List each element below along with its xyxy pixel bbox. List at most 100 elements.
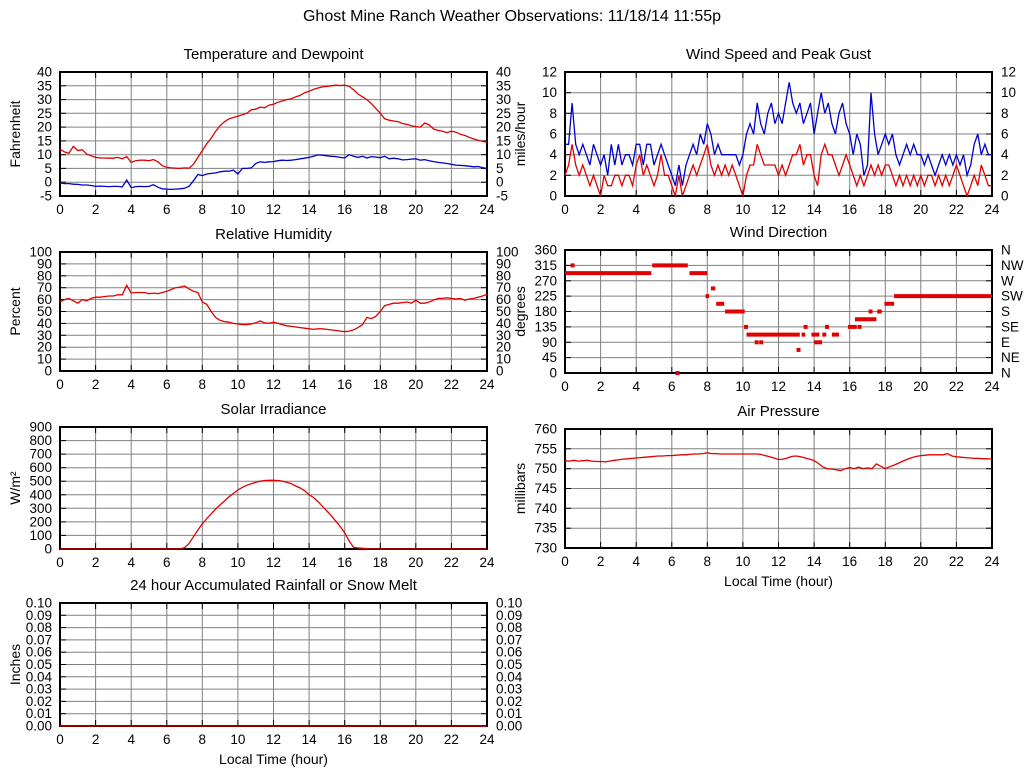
- y-tick-label: 0.05: [26, 657, 52, 672]
- chart-title: 24 hour Accumulated Rainfall or Snow Mel…: [130, 577, 418, 594]
- x-axis-labels: 0 2 4 6 8 10 12 14 16 18 20 22 24: [56, 732, 495, 747]
- plot-frame: [564, 71, 993, 197]
- y-tick-label: 50: [496, 304, 511, 319]
- y-tick-label: 40: [496, 65, 511, 80]
- y-tick-label: 10: [37, 147, 52, 162]
- x-tick-label: 16: [842, 554, 857, 569]
- x-tick-label: 12: [266, 555, 281, 570]
- x-axis-labels: 0 2 4 6 8 10 12 14 16 18 20 22 24: [561, 379, 1000, 394]
- y-tick-label: 900: [29, 420, 52, 435]
- y-tick-label: 70: [37, 280, 52, 295]
- y-tick-label: 0: [549, 366, 557, 381]
- gridlines: [565, 429, 992, 548]
- y-tick-label: 135: [534, 319, 557, 334]
- x-tick-label: 2: [597, 379, 605, 394]
- data-point: [570, 263, 575, 268]
- x-tick-label: 22: [444, 732, 459, 747]
- x-tick-label: 12: [266, 732, 281, 747]
- y-tick-label: 745: [534, 481, 557, 496]
- y-tick-label: 0.05: [496, 657, 522, 672]
- data-point: [744, 324, 748, 329]
- y-tick-label: 90: [542, 335, 557, 350]
- x-tick-label: 14: [302, 377, 318, 392]
- x-tick-label: 0: [561, 554, 569, 569]
- x-tick-label: 22: [949, 554, 964, 569]
- y-tick-label: 760: [534, 422, 557, 437]
- chart-title: Wind Speed and Peak Gust: [686, 46, 872, 63]
- y-tick-label: 100: [496, 245, 519, 260]
- y-tick-label: 25: [37, 106, 52, 121]
- x-tick-label: 18: [373, 202, 388, 217]
- x-tick-label: 16: [337, 377, 352, 392]
- series-wind-speed: [564, 142, 992, 198]
- y-axis-labels-left: 730 735 740 745 750 755 760: [534, 422, 557, 556]
- y-tick-label: 270: [534, 273, 557, 288]
- x-tick-label: 16: [337, 202, 352, 217]
- chart-title: Relative Humidity: [215, 226, 332, 243]
- y-tick-label: 0.06: [496, 645, 522, 660]
- y-axis-labels-right: 12 10 8 6 4 2 0: [1001, 65, 1016, 204]
- series-air-pressure: [564, 452, 993, 472]
- x-tick-label: 14: [807, 202, 823, 217]
- y-tick-label: 50: [37, 304, 52, 319]
- y-axis-title: degrees: [512, 286, 528, 337]
- y-axis-title: W/m²: [7, 471, 23, 505]
- compass-label: NE: [1001, 350, 1020, 365]
- x-tick-label: 6: [668, 379, 676, 394]
- y-tick-label: 0.07: [496, 632, 522, 647]
- y-tick-label: 20: [496, 120, 511, 135]
- y-tick-label: 60: [37, 292, 52, 307]
- y-tick-label: 10: [496, 352, 511, 367]
- y-tick-label: 6: [1001, 127, 1009, 142]
- y-tick-label: 90: [496, 256, 511, 271]
- x-tick-label: 8: [704, 379, 712, 394]
- x-tick-label: 4: [127, 555, 135, 570]
- y-tick-label: 30: [37, 328, 52, 343]
- chart-svg-rainfall: 0.000.010.020.030.040.050.060.070.080.09…: [7, 577, 523, 767]
- y-tick-label: 300: [29, 501, 52, 516]
- chart-title: Temperature and Dewpoint: [183, 46, 364, 63]
- x-tick-label: 8: [199, 377, 207, 392]
- data-point: [868, 309, 873, 314]
- x-tick-label: 18: [878, 554, 893, 569]
- y-tick-label: 0.00: [496, 719, 522, 734]
- data-point: [754, 340, 759, 345]
- y-tick-label: 70: [496, 280, 511, 295]
- x-tick-label: 24: [984, 202, 1000, 217]
- y-axis-title: Percent: [7, 287, 23, 335]
- y-tick-label: 30: [496, 92, 511, 107]
- x-tick-label: 10: [230, 555, 245, 570]
- x-axis-labels: 0 2 4 6 8 10 12 14 16 18 20 22 24: [56, 377, 495, 392]
- x-tick-label: 8: [199, 202, 207, 217]
- y-tick-label: 750: [534, 461, 557, 476]
- y-axis-title: miles/hour: [512, 101, 528, 166]
- page-title: Ghost Mine Ranch Weather Observations: 1…: [302, 8, 722, 25]
- y-tick-label: 35: [496, 78, 511, 93]
- x-axis-labels: 0 2 4 6 8 10 12 14 16 18 20 22 24: [561, 554, 1000, 569]
- y-tick-label: 0.03: [496, 682, 522, 697]
- x-tick-label: 12: [771, 554, 786, 569]
- y-tick-label: -5: [40, 189, 52, 204]
- y-tick-label: 2: [549, 168, 557, 183]
- x-tick-label: 12: [266, 202, 281, 217]
- y-tick-label: 12: [1001, 65, 1016, 80]
- y-tick-label: 200: [29, 514, 52, 529]
- x-tick-label: 16: [337, 555, 352, 570]
- x-tick-label: 8: [704, 554, 712, 569]
- x-tick-label: 14: [807, 554, 823, 569]
- y-tick-label: 315: [534, 258, 557, 273]
- x-tick-label: 10: [735, 379, 750, 394]
- y-tick-label: 100: [29, 528, 52, 543]
- y-tick-label: 0.09: [496, 608, 522, 623]
- y-tick-label: 60: [496, 292, 511, 307]
- x-tick-label: 12: [771, 379, 786, 394]
- x-tick-label: 6: [163, 555, 171, 570]
- gridlines: [60, 72, 487, 196]
- y-tick-label: 0.10: [26, 596, 52, 611]
- x-tick-label: 0: [561, 202, 569, 217]
- plot-frame: [564, 249, 993, 374]
